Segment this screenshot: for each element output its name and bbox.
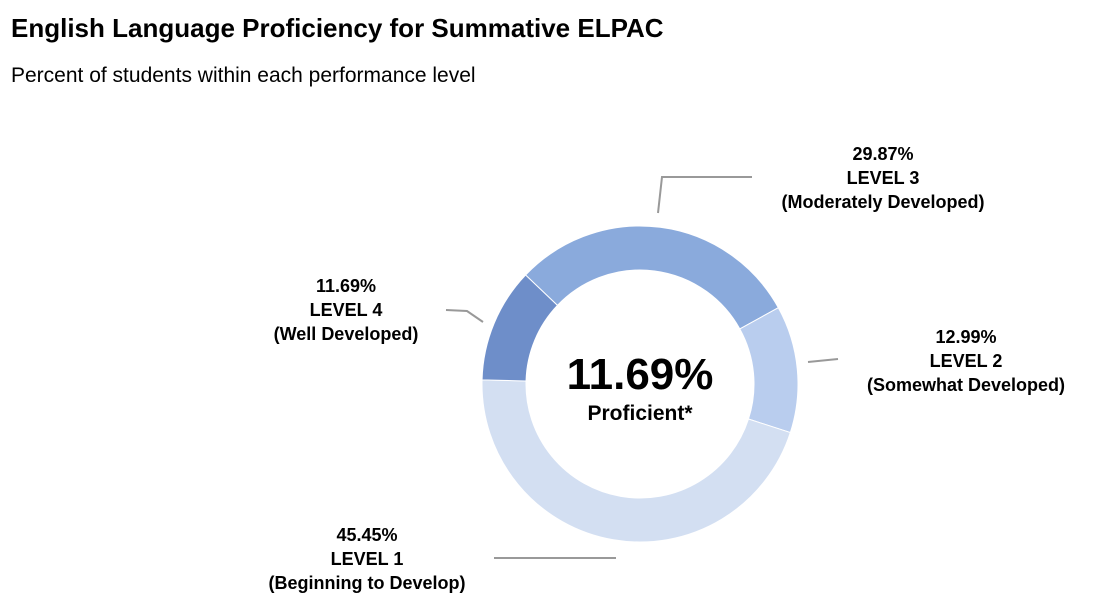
chart-title: English Language Proficiency for Summati… xyxy=(11,13,664,43)
leader-lines xyxy=(445,176,839,559)
slice-level-4-level-label: LEVEL 4 xyxy=(310,300,383,320)
slice-level-4-percent-label: 11.69% xyxy=(316,276,376,296)
slice-level-2-percent-label: 12.99% xyxy=(935,327,996,347)
slice-labels: 29.87% LEVEL 3 (Moderately Developed) 12.99… xyxy=(269,144,1066,593)
leader-line-slice-level-2 xyxy=(807,358,839,363)
donut-slices xyxy=(481,225,799,543)
slice-level-3-percent-label: 29.87% xyxy=(852,144,913,164)
slice-level-2 xyxy=(739,307,799,434)
center-proficient-value: 11.69% xyxy=(567,350,714,399)
slice-level-1 xyxy=(481,379,791,543)
slice-level-1-desc-label: (Beginning to Develop) xyxy=(269,573,466,593)
leader-line-slice-level-3 xyxy=(657,176,752,214)
slice-level-3-desc-label: (Moderately Developed) xyxy=(781,192,984,212)
slice-level-2-desc-label: (Somewhat Developed) xyxy=(867,375,1065,395)
slice-level-1-level-label: LEVEL 1 xyxy=(331,549,404,569)
chart-subtitle: Percent of students within each performa… xyxy=(11,64,476,87)
slice-level-3 xyxy=(524,225,780,330)
slice-level-4-desc-label: (Well Developed) xyxy=(274,324,419,344)
slice-level-4 xyxy=(481,274,559,382)
leader-line-slice-level-4 xyxy=(445,309,484,323)
slice-level-3-level-label: LEVEL 3 xyxy=(847,168,920,188)
slice-level-2-level-label: LEVEL 2 xyxy=(930,351,1003,371)
center-proficient-label: Proficient* xyxy=(587,402,693,425)
slice-level-1-percent-label: 45.45% xyxy=(336,525,397,545)
